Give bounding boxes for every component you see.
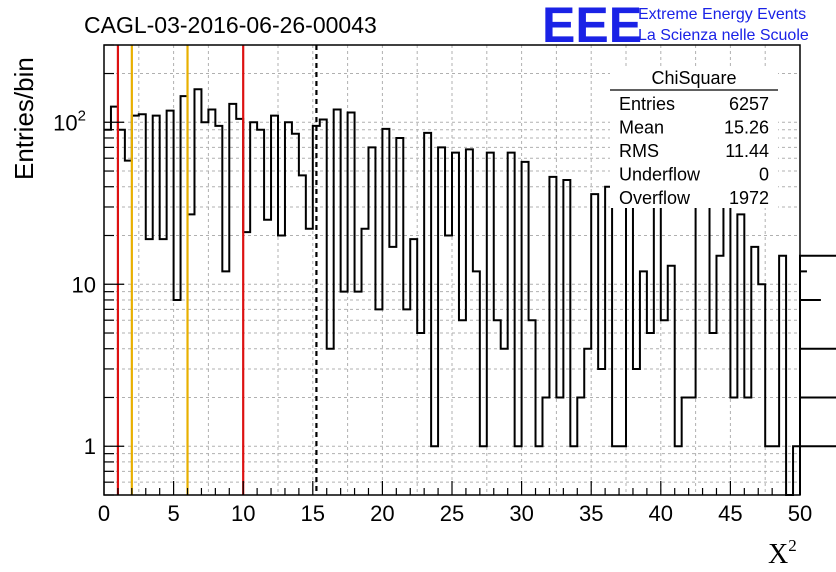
- stats-row-label: RMS: [619, 141, 659, 161]
- x-axis-label: X2: [768, 536, 797, 570]
- histogram-series: [104, 88, 836, 496]
- stats-rows: Entries 6257 Mean 15.26 RMS 11.44 Underflow 0 Ov…: [619, 94, 769, 208]
- x-tick-label: 5: [167, 501, 179, 526]
- y-tick-label: 10: [72, 272, 96, 297]
- x-tick-label: 45: [718, 501, 742, 526]
- x-tick-labels: 0 5 10 15 20 25 30 35 40 45 50: [98, 501, 812, 526]
- stats-row-value: 6257: [729, 94, 769, 114]
- y-axis-label: Entries/bin: [9, 57, 39, 180]
- stats-row-value: 11.44: [725, 141, 769, 161]
- x-tick-label: 15: [301, 501, 325, 526]
- x-axis-label-base: X: [768, 539, 788, 570]
- chart-title: CAGL-03-2016-06-26-00043: [84, 12, 377, 38]
- reference-lines: [116, 45, 318, 495]
- stats-row-value: 0: [759, 165, 769, 185]
- stats-box: ChiSquare Entries 6257 Mean 15.26 RMS 11.44 Un…: [610, 66, 778, 208]
- axis-ticks: [103, 44, 801, 496]
- stats-row-label: Underflow: [619, 165, 701, 185]
- y-tick-label: 1: [84, 434, 96, 459]
- logo-line-2: La Scienza nelle Scuole: [638, 27, 809, 44]
- x-tick-label: 50: [788, 501, 812, 526]
- histogram-outline: [104, 88, 836, 496]
- x-tick-label: 0: [98, 501, 110, 526]
- logo-mark: EEE: [542, 0, 642, 53]
- x-axis-label-superscript: 2: [788, 536, 797, 555]
- x-tick-label: 30: [509, 501, 533, 526]
- x-tick-label: 10: [231, 501, 255, 526]
- x-tick-label: 35: [579, 501, 603, 526]
- eee-logo: EEE Extreme Energy Events La Scienza nel…: [542, 0, 809, 53]
- x-tick-label: 40: [649, 501, 673, 526]
- stats-row-label: Overflow: [619, 188, 691, 208]
- stats-row-value: 1972: [729, 188, 769, 208]
- x-tick-label: 25: [440, 501, 464, 526]
- logo-line-1: Extreme Energy Events: [638, 6, 806, 23]
- stats-title: ChiSquare: [651, 68, 736, 88]
- stats-row-label: Entries: [619, 94, 675, 114]
- y-tick-label: 102: [53, 107, 86, 135]
- y-tick-labels: 1 10 102: [53, 107, 96, 459]
- stats-row-value: 15.26: [724, 118, 769, 138]
- stats-row-label: Mean: [619, 118, 664, 138]
- x-tick-label: 20: [370, 501, 394, 526]
